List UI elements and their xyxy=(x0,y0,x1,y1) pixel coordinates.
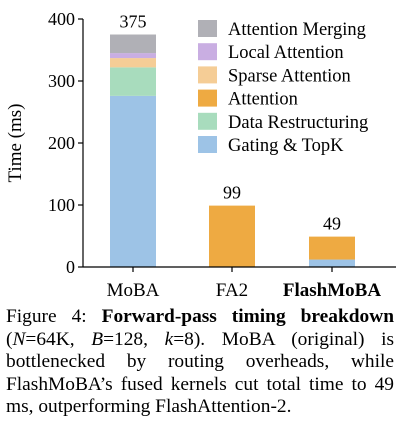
caption-body: MoBA (original) is bottlenecked by routi… xyxy=(6,328,394,418)
bar-segment xyxy=(110,67,156,96)
caption-k-value: =8). xyxy=(173,328,206,350)
legend-label: Sparse Attention xyxy=(228,66,351,86)
legend-swatch xyxy=(198,136,217,153)
legend-label: Attention Merging xyxy=(228,20,366,40)
caption-paren: ( xyxy=(6,328,13,350)
figure-caption: Figure 4: Forward-pass timing breakdown … xyxy=(6,306,394,419)
legend-swatch xyxy=(198,66,217,84)
legend-swatch xyxy=(198,20,217,37)
bar-segment xyxy=(309,259,355,267)
legend-swatch xyxy=(198,43,217,61)
bar-segment xyxy=(110,53,156,59)
caption-n-value: =64K, xyxy=(25,328,75,350)
y-axis-label: Time (ms) xyxy=(5,103,26,182)
legend-label: Local Attention xyxy=(228,43,344,63)
bar-segment xyxy=(110,58,156,68)
legend-label: Gating & TopK xyxy=(228,136,344,156)
caption-label: Figure 4: xyxy=(6,306,87,327)
legend: Attention Merging Local Attention Sparse A… xyxy=(198,20,368,156)
y-tick-label: 400 xyxy=(48,9,75,29)
caption-b-symbol: B xyxy=(91,328,104,350)
legend-label: Data Restructuring xyxy=(228,113,368,133)
legend-label: Attention xyxy=(228,90,298,110)
bar-total-label: 49 xyxy=(323,214,341,234)
legend-swatch xyxy=(198,89,217,107)
caption-k-symbol: k xyxy=(164,328,174,350)
caption-b-value: =128, xyxy=(103,328,148,350)
bar-total-label: 375 xyxy=(120,12,147,32)
x-axis: MoBA FA2 FlashMoBA xyxy=(83,266,396,301)
caption-n-symbol: N xyxy=(12,328,26,350)
timing-breakdown-chart: 0 100 200 300 400 375 99 49 MoBA FA2 FlashMoBA A… xyxy=(5,9,396,301)
bar-segment xyxy=(110,34,156,54)
bars: 375 99 49 xyxy=(110,12,355,267)
legend-swatch xyxy=(198,112,217,130)
x-tick-label: FlashMoBA xyxy=(283,280,381,301)
y-tick-label: 0 xyxy=(66,257,75,277)
x-tick-label: FA2 xyxy=(216,280,248,301)
caption-title: Forward-pass timing breakdown xyxy=(101,306,394,327)
x-tick-label: MoBA xyxy=(107,280,160,301)
y-tick-label: 300 xyxy=(48,71,75,91)
y-tick-label: 100 xyxy=(48,195,75,215)
bar-total-label: 99 xyxy=(223,183,241,203)
bar-segment xyxy=(209,205,255,267)
y-axis: 0 100 200 300 400 xyxy=(48,9,84,277)
bar-segment xyxy=(110,95,156,267)
y-tick-label: 200 xyxy=(48,133,75,153)
bar-segment xyxy=(309,236,355,260)
